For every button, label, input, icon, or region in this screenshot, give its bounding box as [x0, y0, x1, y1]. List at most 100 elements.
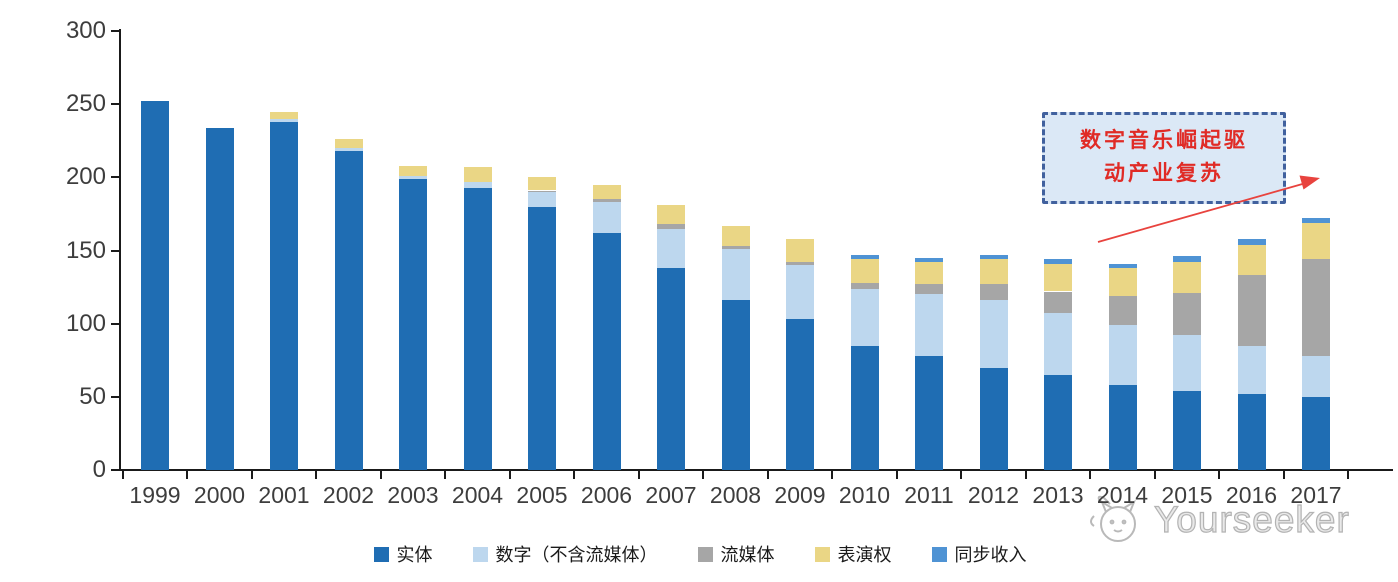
bar-segment-2016: [1237, 393, 1266, 470]
bar-segment-2007: [657, 228, 685, 268]
bar-segment-2008: [721, 300, 750, 470]
y-axis-tick-label: 300: [65, 17, 106, 44]
bar-segment-2017: [1302, 218, 1330, 223]
x-axis-year-label: 2015: [1161, 482, 1213, 508]
x-axis-year-label: 1999: [129, 482, 181, 508]
bar-segment-2016: [1237, 238, 1266, 245]
bar-segment-2012: [979, 284, 1008, 301]
x-axis-year-label: 2013: [1032, 482, 1084, 508]
legend-item: 数字（不含流媒体）: [472, 541, 658, 567]
bar-segment-2013: [1044, 291, 1072, 314]
y-axis-tick: [111, 103, 120, 106]
y-axis-tick-label: 150: [65, 236, 106, 264]
bar-segment-2000: [205, 127, 234, 470]
annotation-line2: 动产业复苏: [1104, 162, 1224, 185]
x-axis-year-label: 2002: [322, 482, 375, 508]
bar-segment-2014: [1108, 325, 1137, 386]
bar-segment-2013: [1044, 374, 1072, 470]
bar-segment-2006: [592, 202, 621, 233]
bar-segment-2009: [786, 262, 814, 266]
bar-segment-2013: [1044, 259, 1072, 264]
bar-segment-2011: [915, 262, 943, 285]
bar-segment-2003: [399, 175, 427, 179]
bar-segment-2014: [1108, 263, 1137, 269]
bar-segment-2007: [657, 268, 685, 470]
bar-segment-2006: [592, 199, 621, 203]
bar-segment-2008: [721, 246, 750, 249]
bar-segment-2012: [979, 254, 1008, 260]
bar-segment-2001: [270, 118, 298, 122]
x-axis-tick: [379, 471, 382, 479]
x-axis-tick: [250, 471, 253, 479]
x-axis-tick: [1218, 471, 1221, 479]
legend-label: 同步收入: [954, 545, 1027, 565]
watermark-text: Yourseeker: [1153, 498, 1350, 540]
bar-segment-2012: [979, 367, 1008, 470]
bar-segment-2004: [463, 167, 492, 182]
bar-segment-2007: [657, 205, 685, 225]
bar-segment-1999: [141, 101, 169, 470]
bar-segment-2012: [979, 259, 1008, 285]
bar-segment-2001: [270, 111, 298, 119]
watermark: Yourseeker: [1086, 492, 1350, 548]
x-axis-tick: [831, 471, 834, 479]
bar-segment-2014: [1108, 295, 1137, 326]
y-axis-tick-label: 0: [92, 456, 106, 483]
x-axis-year-label: 2004: [451, 482, 504, 508]
bar-segment-2015: [1173, 335, 1201, 391]
bar-segment-2012: [979, 300, 1008, 368]
bar-segment-2007: [657, 224, 685, 229]
bar-segment-2009: [786, 319, 814, 470]
bar-segment-2010: [850, 288, 879, 346]
bar-segment-2009: [786, 265, 814, 320]
x-axis-year-label: 2003: [387, 482, 439, 508]
bar-segment-2013: [1044, 263, 1072, 292]
y-axis-tick: [111, 395, 120, 398]
bar-segment-2015: [1173, 391, 1201, 470]
x-axis-tick: [444, 471, 447, 479]
y-axis-tick: [111, 249, 120, 252]
bar-segment-2009: [786, 238, 814, 263]
bar-segment-2004: [463, 181, 492, 188]
y-axis-tick-label: 200: [65, 163, 106, 191]
y-axis-tick-label: 50: [79, 382, 106, 410]
bar-segment-2010: [850, 259, 879, 283]
bar-segment-2006: [592, 232, 621, 470]
chart-legend: 实体 数字（不含流媒体） 流媒体 表演权 同步收入: [120, 541, 1280, 567]
x-axis-tick: [1089, 471, 1092, 479]
x-axis-year-label: 2008: [709, 482, 762, 508]
bar-segment-2005: [528, 192, 556, 207]
y-axis-tick-label: 250: [65, 90, 106, 118]
x-axis-year-label: 2005: [516, 482, 568, 508]
x-axis-tick: [186, 471, 189, 479]
x-axis-tick: [1024, 471, 1027, 479]
x-axis-year-label: 2017: [1290, 482, 1342, 508]
x-axis-year-label: 2009: [774, 482, 826, 508]
annotation-callout: 数字音乐崛起驱 动产业复苏: [1042, 112, 1286, 204]
bar-segment-2005: [528, 177, 556, 191]
legend-item: 同步收入: [931, 541, 1027, 567]
annotation-line1: 数字音乐崛起驱: [1080, 129, 1248, 153]
bar-segment-2002: [334, 148, 363, 151]
bar-segment-2017: [1302, 396, 1330, 470]
bar-segment-2010: [850, 282, 879, 289]
y-axis-line: [119, 29, 121, 471]
x-axis-tick: [702, 471, 705, 479]
cat-logo-icon: [1090, 495, 1137, 542]
legend-label: 流媒体: [720, 545, 775, 565]
bar-segment-2016: [1237, 345, 1266, 394]
x-axis-tick: [315, 471, 318, 479]
bar-segment-2011: [915, 257, 943, 263]
x-axis-year-label: 2001: [258, 482, 310, 508]
x-axis-tick: [121, 471, 124, 479]
x-axis-tick: [1282, 471, 1285, 479]
x-axis-year-label: 2000: [193, 482, 246, 508]
legend-swatch-icon: [931, 546, 947, 562]
legend-label: 实体: [396, 545, 433, 565]
bar-segment-2001: [270, 121, 298, 470]
bar-segment-2010: [850, 254, 879, 260]
x-axis-tick: [573, 471, 576, 479]
bar-segment-2014: [1108, 385, 1137, 470]
bar-segment-2002: [334, 151, 363, 470]
